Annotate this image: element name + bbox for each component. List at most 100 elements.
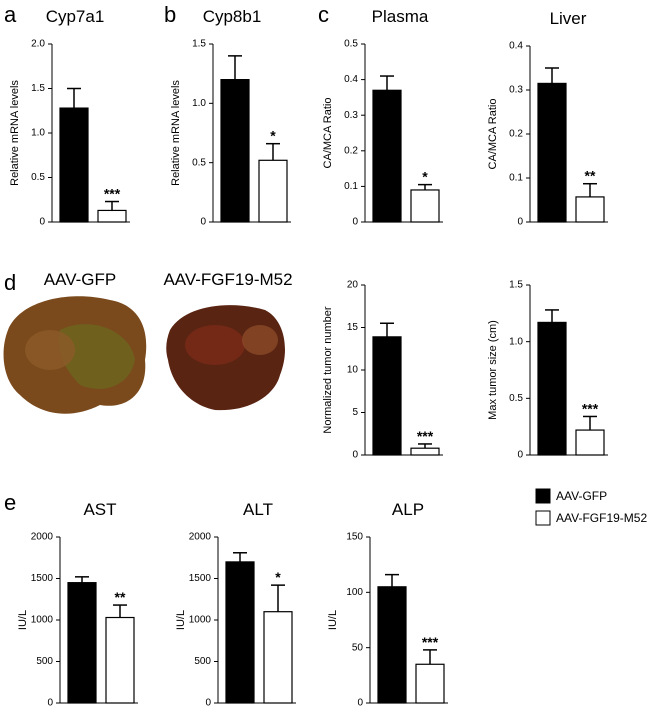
- panel-letter: d: [4, 270, 16, 295]
- legend-swatch: [535, 510, 551, 526]
- bar: [537, 321, 567, 456]
- y-tick-label: 0: [357, 698, 363, 709]
- y-tick-label: 0: [47, 698, 53, 709]
- image-label: AAV-FGF19-M52: [163, 270, 292, 289]
- y-tick-label: 500: [194, 656, 211, 667]
- y-tick-label: 1.5: [192, 39, 206, 50]
- y-tick-label: 50: [352, 642, 364, 653]
- significance: *: [270, 128, 276, 144]
- y-tick-label: 1000: [189, 615, 212, 626]
- y-tick-label: 2000: [189, 532, 212, 543]
- significance: **: [585, 168, 596, 184]
- y-tick-label: 1.5: [509, 280, 523, 291]
- y-axis-label: Max tumor size (cm): [487, 320, 499, 420]
- panel-letter: e: [4, 490, 16, 515]
- liver-photo-m52: [166, 305, 285, 411]
- y-tick-label: 0.4: [509, 41, 523, 52]
- y-tick-label: 0.5: [509, 393, 523, 404]
- bar: [575, 196, 605, 223]
- y-tick-label: 0.5: [31, 172, 45, 183]
- bar: [575, 429, 605, 456]
- y-tick-label: 150: [346, 532, 363, 543]
- y-tick-label: 0: [352, 450, 358, 461]
- bar: [415, 663, 445, 704]
- y-tick-label: 1000: [31, 615, 54, 626]
- significance: *: [275, 569, 281, 585]
- y-tick-label: 1500: [189, 573, 212, 584]
- image-label: AAV-GFP: [44, 270, 116, 289]
- legend-label: AAV-GFP: [556, 489, 607, 503]
- chart-title: ALP: [392, 500, 424, 519]
- panel-letter: a: [4, 2, 17, 27]
- y-axis-label: CA/MCA Ratio: [487, 99, 499, 170]
- y-tick-label: 0.3: [344, 110, 358, 121]
- chart-title: Plasma: [372, 7, 429, 26]
- bar: [372, 336, 402, 456]
- y-tick-label: 0: [200, 217, 206, 228]
- y-tick-label: 1.0: [509, 336, 523, 347]
- y-tick-label: 15: [347, 322, 359, 333]
- y-tick-label: 0: [205, 698, 211, 709]
- y-tick-label: 100: [346, 587, 363, 598]
- y-tick-label: 0.2: [509, 129, 523, 140]
- bar: [225, 561, 255, 704]
- y-tick-label: 20: [347, 280, 359, 291]
- y-tick-label: 1.0: [31, 128, 45, 139]
- chart-title: AST: [83, 500, 116, 519]
- y-tick-label: 0.3: [509, 85, 523, 96]
- y-tick-label: 1500: [31, 573, 54, 584]
- y-tick-label: 2000: [31, 532, 54, 543]
- liver-photo-gfp: [3, 296, 147, 414]
- chart-title: Cyp8b1: [203, 7, 262, 26]
- chart-title: Cyp7a1: [46, 7, 105, 26]
- chart-title: Liver: [550, 9, 587, 28]
- bar: [67, 582, 97, 704]
- chart-title: ALT: [243, 500, 273, 519]
- legend-label: AAV-FGF19-M52: [556, 511, 647, 525]
- y-tick-label: 0: [39, 217, 45, 228]
- bar: [410, 189, 440, 223]
- bar: [59, 107, 89, 223]
- y-axis-label: CA/MCA Ratio: [322, 98, 334, 169]
- y-axis-label: IU/L: [175, 610, 187, 630]
- y-axis-label: Relative mRNA levels: [9, 80, 21, 186]
- bar: [537, 82, 567, 223]
- y-tick-label: 0.1: [509, 173, 523, 184]
- y-tick-label: 0: [517, 450, 523, 461]
- y-axis-label: Relative mRNA levels: [170, 80, 182, 186]
- bar: [377, 586, 407, 704]
- y-tick-label: 2.0: [31, 39, 45, 50]
- bar: [258, 159, 288, 223]
- bar: [410, 447, 440, 456]
- y-tick-label: 10: [347, 365, 359, 376]
- significance: ***: [422, 634, 439, 650]
- y-tick-label: 0: [352, 217, 358, 228]
- y-tick-label: 0.4: [344, 74, 358, 85]
- y-axis-label: Normalized tumor number: [322, 306, 334, 433]
- y-tick-label: 0.1: [344, 181, 358, 192]
- y-tick-label: 1.0: [192, 98, 206, 109]
- y-tick-label: 0.5: [192, 157, 206, 168]
- bar: [220, 78, 250, 223]
- significance: **: [115, 589, 126, 605]
- y-tick-label: 1.5: [31, 83, 45, 94]
- y-tick-label: 500: [36, 656, 53, 667]
- significance: ***: [417, 428, 434, 444]
- legend-swatch: [535, 488, 551, 504]
- y-tick-label: 0.5: [344, 39, 358, 50]
- bar: [97, 209, 127, 223]
- bar: [263, 611, 293, 704]
- panel-letter: b: [164, 2, 176, 27]
- y-axis-label: IU/L: [327, 610, 339, 630]
- significance: ***: [582, 400, 599, 416]
- panel-letter: c: [318, 2, 329, 27]
- y-tick-label: 0: [517, 217, 523, 228]
- bar: [105, 616, 135, 704]
- significance: ***: [104, 186, 121, 202]
- y-tick-label: 5: [352, 407, 358, 418]
- significance: *: [422, 169, 428, 185]
- bar: [372, 89, 402, 223]
- y-axis-label: IU/L: [17, 610, 29, 630]
- y-tick-label: 0.2: [344, 145, 358, 156]
